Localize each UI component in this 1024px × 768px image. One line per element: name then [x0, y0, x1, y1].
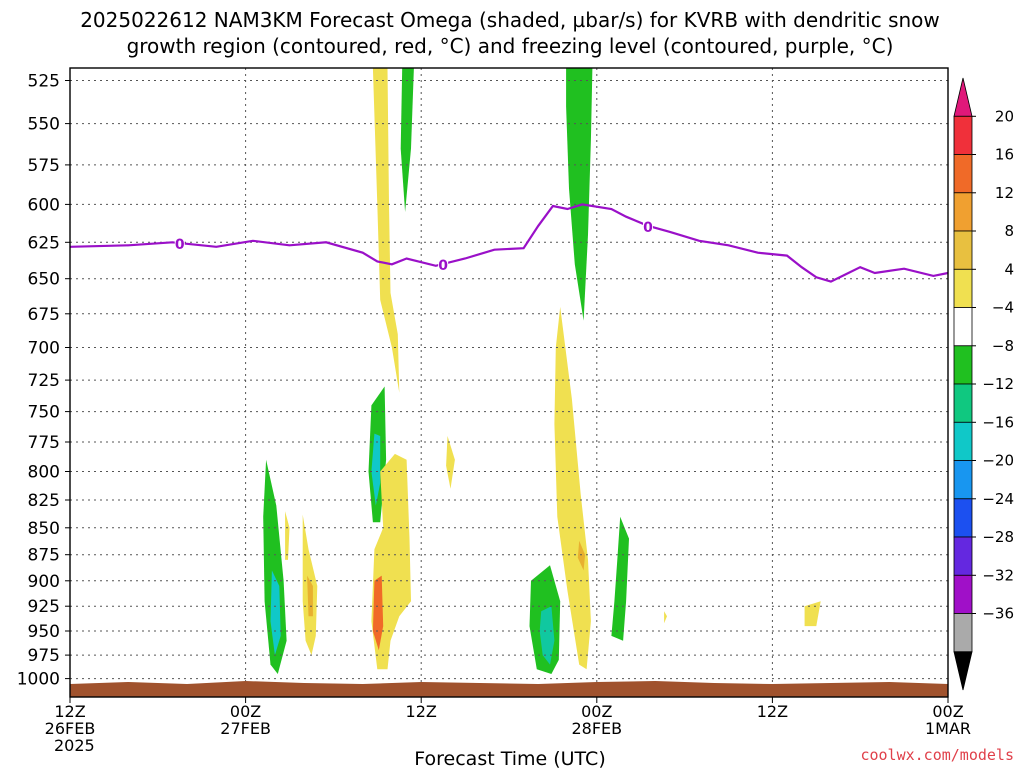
omega-region-19: [664, 611, 667, 624]
chart-title-line1: 2025022612 NAM3KM Forecast Omega (shaded…: [80, 8, 940, 32]
colorbar-label-9: −20: [982, 452, 1014, 470]
omega-region-18: [804, 601, 821, 627]
colorbar-cell-12: [953, 536, 973, 576]
colorbar-label-2: 12: [995, 184, 1014, 202]
y-tick-label-625: 625: [28, 233, 60, 253]
plot-background: [70, 68, 948, 697]
y-tick-label-775: 775: [28, 433, 60, 453]
plot-area: 0 0 0: [69, 67, 949, 698]
colorbar-cell-2: [953, 154, 973, 194]
ground-surface: [70, 681, 948, 697]
omega-region-9: [371, 433, 381, 506]
colorbar-cell-5: [953, 268, 973, 308]
colorbar-label-3: 8: [1004, 222, 1014, 240]
y-tick-label-925: 925: [28, 597, 60, 617]
x-tick-label-24-1: 12Z: [406, 702, 437, 721]
colorbar-label-8: −16: [982, 413, 1014, 431]
omega-region-3: [554, 306, 591, 670]
x-tick-label-36-1: 00Z: [581, 702, 612, 721]
colorbar-label-4: 4: [1004, 260, 1014, 278]
pressure-axis: 525 550 575 600 625 650 675 700 725 750 775 800 825 8…: [17, 72, 70, 690]
x-axis-label: Forecast Time (UTC): [414, 748, 605, 768]
colorbar: 20 16 12 8 4 −4 −8 −12 −16 −20 −24 −28 −32 −36: [953, 77, 1014, 691]
colorbar-cell-6: [953, 307, 973, 347]
gridlines: [69, 68, 949, 697]
omega-region-0: [372, 68, 400, 393]
freezing-level-label-2: 0: [643, 220, 653, 236]
freezing-level-label-1: 0: [438, 258, 448, 274]
x-tick-label-12-2: 27FEB: [220, 719, 271, 738]
y-tick-label-575: 575: [28, 156, 60, 176]
y-tick-label-600: 600: [28, 195, 60, 215]
colorbar-cell-7: [953, 345, 973, 385]
omega-region-12: [263, 459, 287, 674]
x-tick-label-0-3: 2025: [54, 736, 95, 755]
y-tick-label-550: 550: [28, 115, 60, 135]
y-tick-label-725: 725: [28, 371, 60, 391]
y-tick-label-800: 800: [28, 463, 60, 483]
colorbar-cell-3: [953, 192, 973, 232]
omega-region-11: [372, 575, 384, 651]
colorbar-label-12: −32: [982, 566, 1014, 584]
colorbar-cell-1: [953, 115, 973, 156]
colorbar-cell-14: [953, 613, 973, 653]
colorbar-label-6: −8: [992, 337, 1014, 355]
credit-text: coolwx.com/models: [860, 746, 1014, 764]
omega-region-2: [566, 68, 593, 321]
freezing-level-label-0: 0: [175, 237, 185, 253]
y-tick-label-875: 875: [28, 546, 60, 566]
x-tick-label-48-1: 12Z: [757, 702, 788, 721]
omega-region-16: [285, 511, 290, 560]
colorbar-cell-0: [953, 77, 973, 117]
freezing-level-label-bg-0: [174, 235, 185, 251]
freezing-level-label-bg-2: [643, 217, 654, 233]
omega-region-4: [577, 540, 586, 571]
y-tick-label-700: 700: [28, 339, 60, 359]
omega-region-6: [539, 606, 555, 665]
x-tick-label-12-1: 00Z: [230, 702, 261, 721]
colorbar-cell-8: [953, 383, 973, 423]
colorbar-label-7: −12: [982, 375, 1014, 393]
x-tick-label-0-1: 12Z: [54, 702, 85, 721]
chart-title-line2: growth region (contoured, red, °C) and f…: [127, 34, 894, 58]
y-tick-label-900: 900: [28, 572, 60, 592]
y-tick-label-525: 525: [28, 72, 60, 92]
colorbar-label-11: −28: [982, 528, 1014, 546]
colorbar-label-0: 20: [995, 107, 1014, 125]
colorbar-cell-11: [953, 498, 973, 538]
colorbar-cell-9: [953, 421, 973, 461]
colorbar-cell-4: [953, 230, 973, 270]
colorbar-cell-15: [953, 651, 973, 691]
x-tick-label-0-2: 26FEB: [45, 719, 96, 738]
y-tick-label-825: 825: [28, 491, 60, 511]
omega-shading: [263, 68, 821, 674]
colorbar-label-5: −4: [992, 299, 1014, 317]
y-tick-label-1000: 1000: [17, 670, 60, 690]
colorbar-cell-10: [953, 460, 973, 500]
colorbar-label-1: 16: [995, 146, 1014, 164]
freezing-level-labels: 0 0 0: [174, 217, 654, 274]
x-tick-label-60-1: 00Z: [932, 702, 963, 721]
y-tick-label-750: 750: [28, 403, 60, 423]
y-tick-label-850: 850: [28, 519, 60, 539]
omega-region-13: [270, 570, 281, 656]
freezing-level-label-bg-1: [438, 255, 449, 271]
y-tick-label-675: 675: [28, 305, 60, 325]
colorbar-cell-13: [953, 574, 973, 614]
x-tick-label-36-2: 28FEB: [571, 719, 622, 738]
freezing-level-line: [69, 203, 949, 283]
y-tick-label-975: 975: [28, 646, 60, 666]
omega-region-1: [400, 68, 414, 213]
plot-frame: [69, 67, 949, 698]
colorbar-label-10: −24: [982, 490, 1014, 508]
x-tick-label-60-2: 1MAR: [925, 719, 971, 738]
y-tick-label-650: 650: [28, 270, 60, 290]
omega-region-17: [446, 436, 455, 489]
colorbar-label-13: −36: [982, 605, 1014, 623]
y-tick-label-950: 950: [28, 622, 60, 642]
omega-region-7: [611, 516, 629, 641]
